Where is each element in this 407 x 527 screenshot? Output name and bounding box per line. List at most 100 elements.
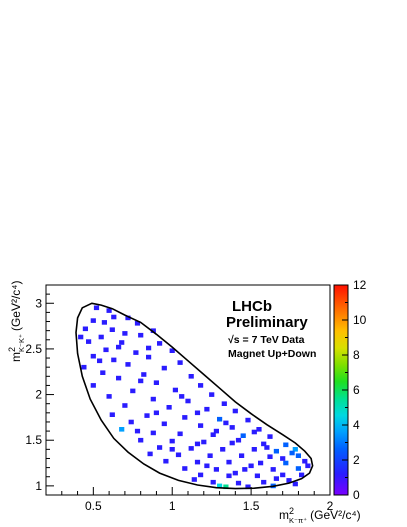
y-tick-label: 2.5 — [25, 342, 42, 356]
legend-line1: LHCb — [232, 298, 272, 315]
heatmap-bin — [229, 440, 235, 446]
heatmap-bin — [177, 360, 183, 365]
heatmap-bin — [109, 412, 115, 417]
heatmap-bin — [226, 473, 232, 479]
heatmap-bin — [280, 456, 286, 461]
heatmap-bin — [217, 416, 223, 422]
heatmap-bin — [98, 334, 104, 340]
heatmap-bin — [144, 413, 150, 418]
heatmap-bin — [235, 437, 242, 443]
heatmap-bin — [133, 350, 139, 355]
heatmap-bin — [188, 374, 194, 379]
heatmap-bin — [90, 353, 96, 359]
heatmap-bin — [106, 394, 112, 399]
heatmap-bin — [90, 383, 96, 388]
y-tick-label: 2 — [35, 388, 42, 402]
heatmap-bin — [169, 348, 175, 353]
heatmap-bin — [204, 406, 210, 412]
heatmap-bin — [106, 308, 112, 313]
heatmap-bin — [280, 472, 286, 478]
x-tick-label: 1.5 — [243, 499, 260, 513]
heatmap-bin — [146, 354, 152, 360]
x-tick-label: 2 — [327, 499, 334, 513]
heatmap-bin — [150, 430, 156, 436]
colorbar-tick-label: 0 — [353, 488, 360, 502]
heatmap-bin — [175, 452, 182, 458]
heatmap-bin — [299, 472, 305, 478]
heatmap-bin — [302, 458, 308, 464]
x-axis-title-units: (GeV²/c⁴) — [310, 508, 361, 522]
heatmap-bin — [283, 460, 289, 466]
heatmap-bin — [134, 321, 141, 326]
colorbar-tick-label: 8 — [353, 348, 360, 362]
heatmap-bin — [240, 433, 246, 438]
heatmap-bin — [78, 334, 84, 340]
heatmap-bin — [261, 479, 267, 485]
heatmap-bin — [194, 441, 201, 447]
heatmap-bin — [267, 434, 273, 439]
heatmap-bin — [235, 480, 242, 486]
heatmap-bin — [270, 467, 276, 472]
heatmap-bin — [251, 429, 257, 435]
heatmap-bin — [273, 448, 279, 454]
y-axis-title: m2K⁻K⁺ (GeV²/c⁴) — [7, 281, 26, 362]
heatmap-bin — [138, 437, 144, 443]
y-axis-title-sup: 2 — [7, 347, 17, 352]
y-tick-label: 1.5 — [25, 433, 42, 447]
heatmap-bin — [147, 451, 153, 457]
colorbar-tick-label: 12 — [353, 278, 367, 292]
heatmap-bin — [209, 392, 215, 397]
heatmap-bin — [198, 383, 204, 388]
colorbar-axis: 0 2 4 6 8 10 12 — [342, 278, 367, 502]
heatmap-bin — [194, 459, 201, 465]
heatmap-bin — [116, 344, 122, 350]
heatmap-bin — [213, 428, 219, 434]
heatmap-bin — [273, 476, 279, 481]
heatmap-bin — [289, 450, 295, 456]
heatmap-bin — [223, 484, 229, 490]
heatmap-bin — [182, 466, 188, 471]
heatmap-bin — [242, 467, 248, 472]
heatmap-bin — [251, 447, 257, 452]
kinematic-boundary — [75, 302, 314, 490]
heatmap-bin — [226, 459, 232, 465]
heatmap-bin — [188, 446, 194, 451]
heatmap-bin — [204, 463, 210, 469]
heatmap-bin — [163, 458, 169, 464]
heatmap-bin — [150, 328, 156, 333]
heatmap-bin — [119, 427, 125, 432]
colorbar-tick-label: 4 — [353, 418, 360, 432]
x-axis-title: m2 K⁻π⁺ (GeV²/c⁴) — [279, 506, 361, 525]
heatmap-bin — [191, 477, 197, 482]
x-axis: 0.5 1 1.5 2 — [61, 487, 334, 513]
heatmap-bin — [141, 372, 147, 377]
heatmap-bin — [111, 314, 117, 320]
heatmap-bin — [264, 445, 270, 450]
heatmap-bin — [217, 483, 223, 489]
heatmap-bin — [138, 378, 144, 384]
heatmap-bin — [172, 387, 178, 393]
heatmap-bin — [116, 375, 122, 381]
heatmap-bin — [210, 479, 216, 485]
heatmap-bin — [256, 427, 262, 432]
colorbar-tick-label: 6 — [353, 383, 360, 397]
heatmap-bin — [81, 364, 87, 370]
heatmap-bin — [169, 438, 175, 444]
heatmap-bin — [248, 463, 254, 469]
heatmap-bin — [103, 347, 109, 353]
heatmap-bin — [254, 473, 260, 479]
y-axis: 1 1.5 2 2.5 3 — [25, 284, 54, 496]
heatmap-bin — [125, 315, 131, 321]
heatmap-bin — [182, 415, 188, 420]
colorbar-tick-label: 10 — [353, 313, 367, 327]
heatmap-bins — [78, 305, 311, 490]
x-axis-title-sub: K⁻π⁺ — [289, 516, 307, 525]
heatmap-bin — [201, 439, 207, 445]
heatmap-bin — [194, 410, 201, 416]
heatmap-bin — [169, 447, 175, 452]
x-axis-title-sup: 2 — [289, 506, 294, 516]
heatmap-bin — [286, 478, 292, 483]
heatmap-bin — [221, 401, 227, 406]
heatmap-bin — [161, 421, 167, 427]
